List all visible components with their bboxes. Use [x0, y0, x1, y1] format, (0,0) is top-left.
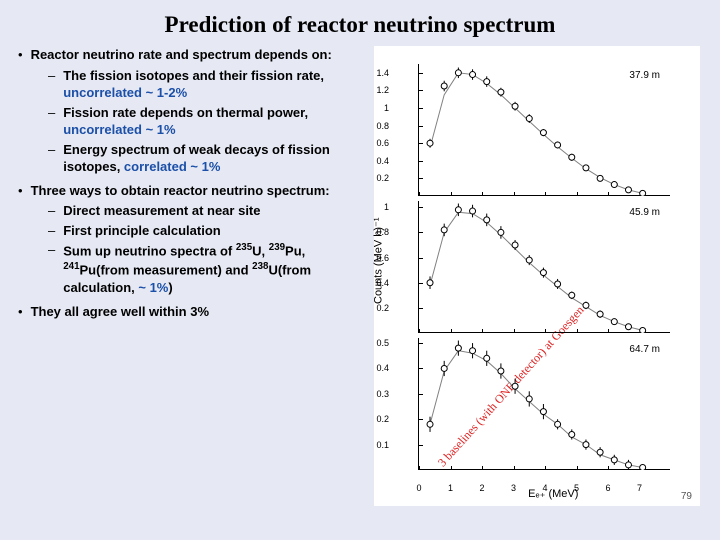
ytick-label: 0.5 — [376, 338, 389, 348]
sub-marker: – — [48, 67, 55, 102]
sub-marker: – — [48, 241, 55, 296]
chart-panel: 0.20.40.60.8145.9 m — [418, 201, 670, 333]
xtick-label: 3 — [511, 483, 516, 493]
page-number: 79 — [681, 491, 692, 502]
sub-marker: – — [48, 222, 55, 240]
ytick-label: 1.4 — [376, 68, 389, 78]
ytick-label: 1.2 — [376, 85, 389, 95]
panel-svg — [419, 201, 671, 333]
chart-panel: 0.20.40.60.811.21.437.9 m — [418, 64, 670, 196]
sub-text: Direct measurement at near site — [63, 202, 260, 220]
chart-area: Counts (MeV h)⁻¹ Eₑ₊ (MeV) 79 3 baseline… — [374, 46, 700, 506]
chart-xlabel: Eₑ₊ (MeV) — [528, 487, 578, 500]
panel-svg — [419, 338, 671, 470]
sub-text: The fission isotopes and their fission r… — [63, 67, 368, 102]
bullet-marker: • — [18, 303, 23, 321]
xtick-label: 2 — [479, 483, 484, 493]
left-column: • Reactor neutrino rate and spectrum depe… — [18, 46, 368, 506]
ytick-label: 0.2 — [376, 303, 389, 313]
xtick-label: 1 — [448, 483, 453, 493]
bullet-text: They all agree well within 3% — [31, 303, 209, 321]
bullet-marker: • — [18, 46, 23, 64]
xtick-label: 5 — [574, 483, 579, 493]
chart-panel: 0.10.20.30.40.50123456764.7 m — [418, 338, 670, 470]
ytick-label: 0.4 — [376, 156, 389, 166]
page-title: Prediction of reactor neutrino spectrum — [0, 0, 720, 46]
ytick-label: 1 — [384, 103, 389, 113]
sub-marker: – — [48, 141, 55, 176]
ytick-label: 1 — [384, 202, 389, 212]
sub-text: Fission rate depends on thermal power, u… — [63, 104, 368, 139]
ytick-label: 0.1 — [376, 440, 389, 450]
ytick-label: 0.6 — [376, 253, 389, 263]
xtick-label: 4 — [542, 483, 547, 493]
sub-text: First principle calculation — [63, 222, 220, 240]
content-wrap: • Reactor neutrino rate and spectrum depe… — [0, 46, 720, 506]
bullet-text: Reactor neutrino rate and spectrum depen… — [31, 46, 332, 64]
ytick-label: 0.4 — [376, 278, 389, 288]
ytick-label: 0.4 — [376, 363, 389, 373]
xtick-label: 7 — [637, 483, 642, 493]
ytick-label: 0.8 — [376, 227, 389, 237]
ytick-label: 0.2 — [376, 414, 389, 424]
bullet-text: Three ways to obtain reactor neutrino sp… — [31, 182, 330, 200]
panel-svg — [419, 64, 671, 196]
bullet-marker: • — [18, 182, 23, 200]
ytick-label: 0.2 — [376, 173, 389, 183]
xtick-label: 6 — [605, 483, 610, 493]
ytick-label: 0.8 — [376, 121, 389, 131]
sub-text: Energy spectrum of weak decays of fissio… — [63, 141, 368, 176]
ytick-label: 0.6 — [376, 138, 389, 148]
sub-marker: – — [48, 104, 55, 139]
sub-text: Sum up neutrino spectra of 235U, 239Pu, … — [63, 241, 368, 296]
sub-marker: – — [48, 202, 55, 220]
ytick-label: 0.3 — [376, 389, 389, 399]
xtick-label: 0 — [416, 483, 421, 493]
